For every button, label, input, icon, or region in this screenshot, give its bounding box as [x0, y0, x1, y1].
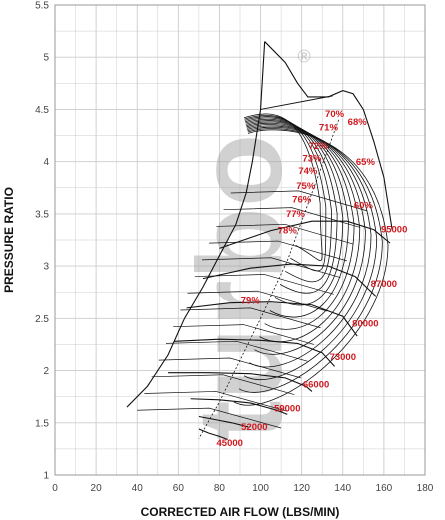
efficiency-contour [244, 114, 327, 272]
speed-label-73000: 73000 [330, 352, 356, 363]
efficiency-contour [238, 128, 383, 393]
y-tick-label: 2 [43, 366, 49, 377]
efficiency-label-77: 77% [286, 209, 306, 220]
x-tick-label: 140 [334, 483, 351, 494]
speed-label-59000: 59000 [274, 403, 300, 414]
speed-label-87000: 87000 [371, 279, 397, 290]
y-tick-labels: 1 1.5 2 2.5 3 3.5 4 4.5 5 5.5 [35, 1, 49, 482]
y-tick-label: 4 [43, 157, 49, 168]
y-tick-label: 1.5 [35, 418, 49, 429]
surge-line [126, 41, 266, 408]
y-tick-label: 2.5 [35, 314, 49, 325]
speed-line-minor [187, 290, 328, 312]
speed-label-95000: 95000 [381, 225, 407, 236]
y-tick-label: 3.5 [35, 209, 49, 220]
y-tick-label: 1 [43, 471, 49, 482]
speed-line-minor [144, 391, 288, 412]
efficiency-label-72: 72% [309, 141, 329, 152]
efficiency-contour [245, 118, 344, 306]
efficiency-contour [246, 121, 355, 330]
efficiency-contour [243, 113, 323, 262]
efficiency-contour [245, 120, 349, 318]
y-tick-label: 5 [43, 53, 49, 64]
efficiency-label-79: 79% [241, 296, 261, 307]
speed-line-45000 [198, 428, 228, 441]
y-axis-title: PRESSURE RATIO [2, 187, 16, 293]
speed-line-minor [180, 307, 321, 329]
efficiency-label-73: 73% [302, 154, 322, 165]
speed-line-66000 [168, 372, 313, 392]
speed-line-59000 [190, 398, 288, 415]
choke-boundary [264, 41, 393, 230]
x-tick-label: 20 [91, 483, 103, 494]
x-tick-label: 0 [52, 483, 58, 494]
efficiency-label-71: 71% [319, 122, 339, 133]
efficiency-contour [233, 129, 389, 406]
efficiency-contour [246, 124, 366, 355]
speed-line-minor [151, 374, 295, 395]
grid [54, 4, 426, 476]
x-axis-title: CORRECTED AIR FLOW (LBS/MIN) [141, 505, 340, 519]
upper-boundary [260, 95, 333, 110]
speed-line-minor [194, 274, 334, 295]
efficiency-label-68: 68% [348, 117, 368, 128]
peak-efficiency-line [198, 119, 340, 439]
x-tick-labels: 0 20 40 60 80 100 120 140 160 180 [52, 483, 434, 494]
speed-line-95000 [219, 220, 391, 249]
speed-line-52000 [198, 415, 249, 428]
x-tick-label: 180 [417, 483, 434, 494]
speed-line-minor [158, 357, 301, 379]
efficiency-label-70: 70% [325, 109, 345, 120]
speed-line-minor [209, 240, 347, 262]
surge-line-group [126, 41, 393, 408]
x-tick-label: 80 [214, 483, 226, 494]
speed-line-87000 [202, 263, 377, 297]
efficiency-label-75: 75% [296, 181, 316, 192]
speed-line-minor [137, 407, 282, 429]
x-tick-label: 40 [132, 483, 144, 494]
speed-label-45000: 45000 [217, 438, 243, 449]
watermark-registered-mark: ® [298, 46, 311, 66]
x-tick-label: 100 [252, 483, 269, 494]
speed-label-80000: 80000 [352, 319, 378, 330]
x-tick-label: 120 [293, 483, 310, 494]
y-tick-label: 5.5 [35, 1, 49, 12]
efficiency-label-60: 60% [354, 201, 374, 212]
efficiency-contour [246, 122, 361, 342]
efficiency-contour [245, 117, 338, 294]
speed-line-80000 [186, 301, 358, 337]
efficiency-label-74: 74% [298, 166, 318, 177]
speed-line-minor [230, 190, 367, 212]
y-tick-label: 3 [43, 262, 49, 273]
efficiency-label-65: 65% [356, 157, 376, 168]
speed-line-minor [165, 340, 308, 362]
plot-frame [54, 4, 426, 476]
efficiency-contour [243, 126, 378, 380]
watermark: turbo ® [173, 46, 311, 440]
efficiency-contour [244, 116, 332, 283]
x-tick-label: 160 [376, 483, 393, 494]
efficiency-contours [198, 113, 389, 439]
watermark-text: turbo [173, 134, 307, 441]
efficiency-contour [247, 125, 372, 368]
y-tick-label: 4.5 [35, 105, 49, 116]
x-tick-label: 60 [173, 483, 185, 494]
speed-label-52000: 52000 [241, 422, 267, 433]
speed-label-66000: 66000 [303, 379, 329, 390]
speed-line-minor [173, 324, 315, 345]
efficiency-label-78: 78% [278, 226, 298, 237]
efficiency-label-76: 76% [292, 194, 312, 205]
chart-labels: 60% 65% 68%70% 71% 72% 73%74% 75% 76% 77% 78% 79% 4… [217, 109, 408, 449]
